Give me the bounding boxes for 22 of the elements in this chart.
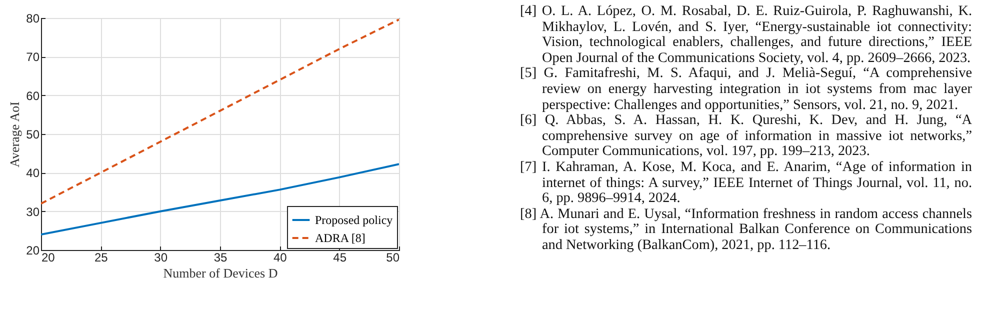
text: [5] G. Famitafreshi, M. S. Afaqui, and J. Melià-Seguí, “A comprehensive review on energy harvesting integration in iot systems from mac layer perspective: Challenges and opportunities,” Sensors, vol. 21, no. 9, 2021. bbox=[520, 65, 972, 114]
x-axis-title: Number of Devices D bbox=[163, 266, 278, 280]
y-tick-label: 40 bbox=[26, 166, 40, 180]
x-tick-label: 20 bbox=[42, 250, 56, 264]
x-tick-label: 30 bbox=[154, 250, 168, 264]
x-tick-label: 35 bbox=[214, 250, 228, 264]
legend-label: ADRA [8] bbox=[315, 231, 366, 245]
y-tick-label: 80 bbox=[26, 12, 40, 26]
y-tick-label: 50 bbox=[26, 128, 40, 142]
y-axis-title: Average AoI bbox=[7, 102, 22, 168]
x-tick-label: 25 bbox=[94, 250, 108, 264]
text: [4] O. L. A. López, O. M. Rosabal, D. E. Ruiz-Guirola, P. Raghuwanshi, K. Mikhaylov, L. Lovén, and S. Iyer, “Energy-sustainable iot connectivity: Vision, technological enablers, challenges, and future directions,” IEEE Open Journal of the Communications Society, vol. 4, pp. 2609–2666, 2023. bbox=[520, 3, 972, 66]
x-tick-label: 45 bbox=[333, 250, 347, 264]
text: [7] I. Kahraman, A. Kose, M. Koca, and E. Anarim, “Age of information in internet of things: A survey,” IEEE Internet of Things Journal, vol. 11, no. 6, pp. 9896–9914, 2024. bbox=[520, 158, 972, 207]
text: [6] Q. Abbas, S. A. Hassan, H. K. Qureshi, K. Dev, and H. Jung, “A comprehensive survey on age of information in massive iot networks,” Computer Communications, vol. 197, pp. 199–213, 2023. bbox=[520, 112, 972, 160]
x-tick-label: 50 bbox=[386, 250, 400, 264]
y-tick-label: 70 bbox=[26, 50, 40, 64]
x-tick-label: 40 bbox=[273, 250, 288, 264]
y-tick-label: 60 bbox=[26, 88, 40, 103]
legend-label: Proposed policy bbox=[315, 213, 393, 227]
y-tick-label: 30 bbox=[26, 204, 40, 219]
text: [8] A. Munari and E. Uysal, “Information freshness in random access channels for iot systems,” in International Balkan Conference on Communications and Networking (BalkanCom), 2021, pp. 112–116. bbox=[520, 206, 972, 254]
